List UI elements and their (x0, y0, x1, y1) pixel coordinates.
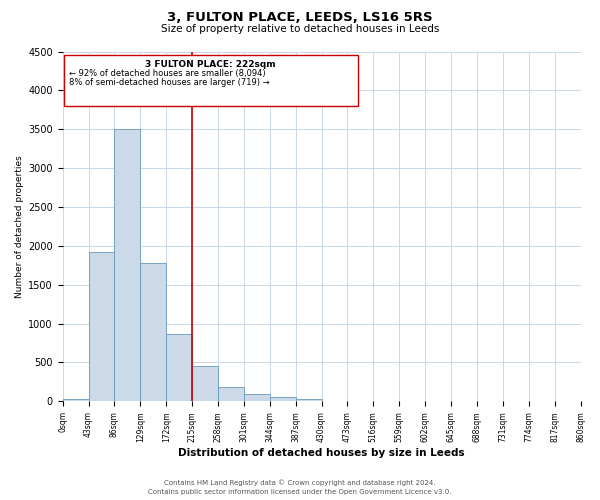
Bar (192, 366, 218, 402)
Y-axis label: Number of detached properties: Number of detached properties (15, 155, 24, 298)
Bar (62, 399, 89, 402)
Text: 3 FULTON PLACE: 222sqm: 3 FULTON PLACE: 222sqm (145, 60, 276, 69)
Text: ← 92% of detached houses are smaller (8,094): ← 92% of detached houses are smaller (8,… (68, 68, 265, 78)
Bar (140, 263, 166, 402)
Bar (218, 387, 244, 402)
Bar (296, 400, 322, 402)
Bar (115, 129, 140, 402)
Bar (322, 400, 347, 402)
Text: 8% of semi-detached houses are larger (719) →: 8% of semi-detached houses are larger (7… (68, 78, 269, 87)
Text: Contains HM Land Registry data © Crown copyright and database right 2024.: Contains HM Land Registry data © Crown c… (164, 480, 436, 486)
Bar (166, 334, 192, 402)
Bar (244, 394, 270, 402)
Text: Contains public sector information licensed under the Open Government Licence v3: Contains public sector information licen… (148, 489, 452, 495)
X-axis label: Distribution of detached houses by size in Leeds: Distribution of detached houses by size … (178, 448, 465, 458)
Bar (89, 252, 115, 402)
Bar (270, 397, 296, 402)
FancyBboxPatch shape (64, 56, 358, 106)
Text: 3, FULTON PLACE, LEEDS, LS16 5RS: 3, FULTON PLACE, LEEDS, LS16 5RS (167, 11, 433, 24)
Text: Size of property relative to detached houses in Leeds: Size of property relative to detached ho… (161, 24, 439, 34)
